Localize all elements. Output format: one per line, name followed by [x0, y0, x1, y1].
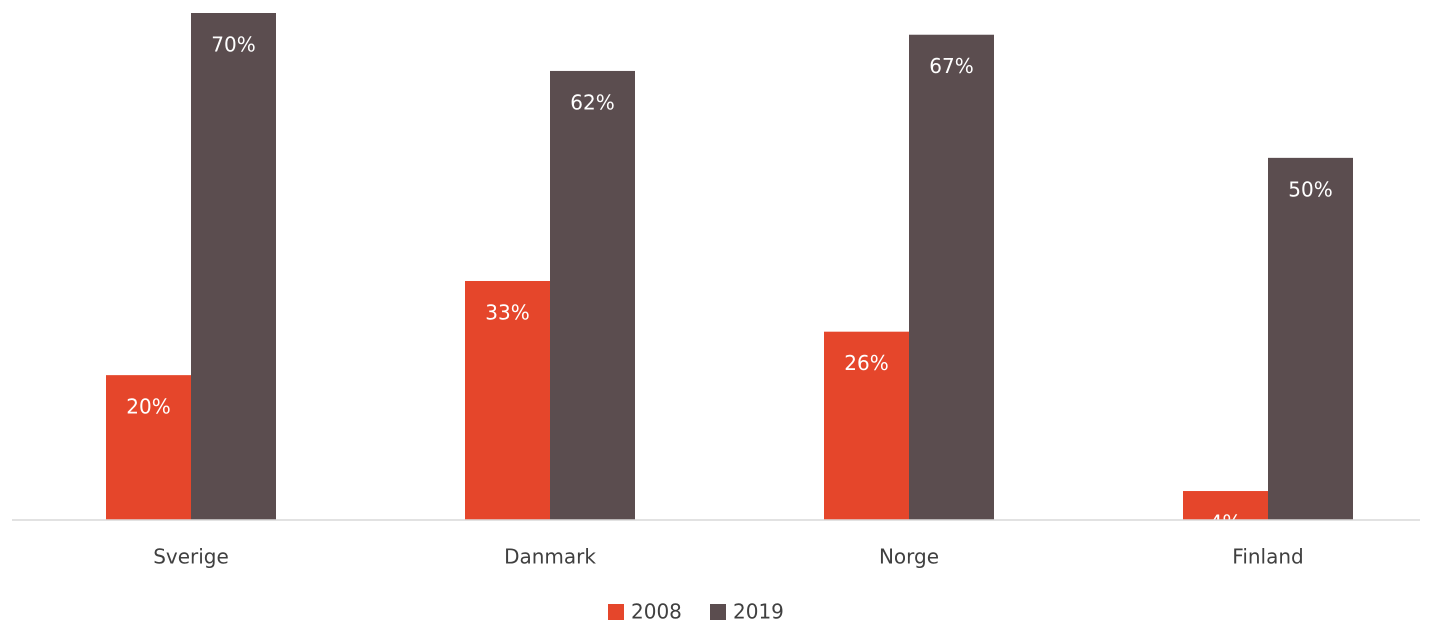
data-label: 20% — [126, 395, 170, 419]
bar — [909, 34, 994, 520]
bar — [465, 280, 550, 520]
data-label: 26% — [844, 351, 888, 375]
legend-swatch — [710, 604, 726, 620]
legend-label: 2019 — [733, 600, 784, 624]
data-label: 50% — [1288, 177, 1332, 201]
bar — [550, 70, 635, 520]
x-tick-label: Finland — [1232, 545, 1303, 569]
data-label: 70% — [211, 33, 255, 57]
data-label: 67% — [929, 54, 973, 78]
bar — [1268, 157, 1353, 520]
x-tick-label: Sverige — [153, 545, 229, 569]
x-tick-label: Danmark — [504, 545, 596, 569]
data-label: 4% — [1210, 511, 1242, 535]
bar — [191, 13, 276, 520]
legend-swatch — [608, 604, 624, 620]
x-tick-label: Norge — [879, 545, 939, 569]
data-label: 62% — [570, 90, 614, 114]
data-label: 33% — [485, 300, 529, 324]
legend-label: 2008 — [631, 600, 682, 624]
bar — [824, 331, 909, 520]
bar — [1183, 491, 1268, 520]
bar — [106, 375, 191, 520]
